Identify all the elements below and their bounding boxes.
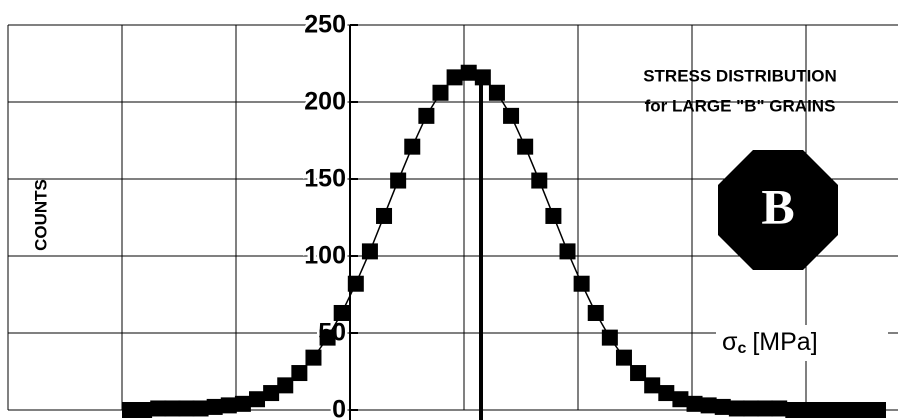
marker — [192, 400, 209, 417]
marker — [799, 402, 816, 418]
marker — [347, 275, 364, 292]
marker — [164, 400, 181, 417]
marker — [178, 400, 195, 417]
marker — [827, 402, 844, 418]
y-tick-label: 250 — [304, 11, 346, 39]
vertical-grid — [7, 25, 807, 410]
marker — [672, 391, 689, 408]
y-axis-label: COUNTS — [31, 179, 50, 251]
marker — [601, 329, 618, 346]
marker — [234, 395, 251, 412]
marker — [630, 365, 647, 382]
marker — [757, 400, 774, 417]
marker — [728, 400, 745, 417]
marker — [136, 402, 153, 418]
marker — [432, 84, 449, 101]
marker — [277, 377, 294, 394]
marker — [390, 172, 407, 189]
marker — [545, 207, 562, 224]
marker — [263, 385, 280, 402]
marker — [418, 107, 435, 124]
marker — [587, 304, 604, 321]
x-label-unit: [MPa] — [752, 328, 817, 356]
marker — [220, 397, 237, 414]
badge-label: B — [761, 178, 794, 234]
marker — [206, 398, 223, 415]
marker — [686, 395, 703, 412]
marker — [644, 377, 661, 394]
marker — [615, 349, 632, 366]
marker — [503, 107, 520, 124]
x-label-subscript: c — [737, 340, 746, 357]
marker — [291, 365, 308, 382]
marker — [700, 397, 717, 414]
badge-octagon — [718, 150, 838, 270]
marker — [122, 402, 138, 418]
y-tick-label: 150 — [304, 165, 346, 193]
marker — [714, 398, 731, 415]
marker — [404, 138, 421, 155]
x-axis-label: σc [MPa] — [722, 328, 818, 358]
y-tick-label: 0 — [332, 396, 346, 420]
chart-title: for LARGE "B" GRAINS — [645, 96, 836, 115]
marker — [488, 84, 505, 101]
marker — [150, 400, 167, 417]
x-label-symbol: σ — [722, 328, 738, 356]
marker — [249, 391, 266, 408]
chart-title: STRESS DISTRIBUTION — [643, 66, 837, 85]
marker — [841, 402, 858, 418]
y-tick-label: 100 — [304, 242, 346, 270]
y-tick-label: 200 — [304, 88, 346, 116]
marker — [361, 243, 378, 260]
marker — [531, 172, 548, 189]
marker — [855, 402, 872, 418]
marker — [376, 207, 393, 224]
marker — [460, 64, 477, 81]
marker — [559, 243, 576, 260]
marker — [305, 349, 322, 366]
marker — [742, 400, 759, 417]
marker — [333, 304, 350, 321]
marker — [813, 402, 830, 418]
marker — [785, 402, 802, 418]
marker — [870, 402, 886, 418]
marker — [658, 385, 675, 402]
x-label-bg — [716, 325, 888, 361]
marker — [319, 329, 336, 346]
marker — [446, 69, 463, 86]
marker — [771, 400, 788, 417]
marker — [517, 138, 534, 155]
marker — [573, 275, 590, 292]
